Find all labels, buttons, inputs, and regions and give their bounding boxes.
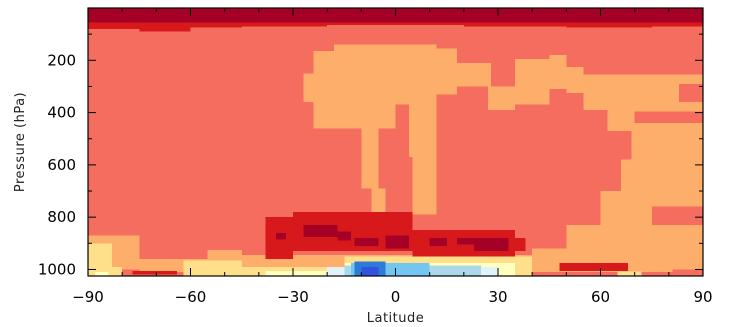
- heatmap-cell: [463, 22, 567, 27]
- x-tick-label: 30: [488, 288, 507, 306]
- heatmap-cell: [183, 260, 242, 276]
- heatmap-cell: [487, 86, 516, 110]
- heatmap-cell: [515, 58, 550, 105]
- heatmap-cell: [617, 271, 642, 276]
- heatmap-cell: [457, 62, 492, 87]
- heatmap-cell: [672, 269, 703, 273]
- heatmap-cell: [132, 270, 177, 275]
- heatmap-cell: [566, 22, 652, 28]
- x-tick-label: −90: [72, 288, 104, 306]
- heatmap-cell: [361, 266, 379, 276]
- heatmap-cell: [409, 104, 437, 158]
- heatmap-cell: [474, 238, 509, 252]
- heatmap-cell: [651, 130, 703, 207]
- heatmap-cell: [361, 128, 379, 189]
- y-axis-title: Pressure (hPa): [13, 92, 28, 192]
- heatmap-cell: [275, 232, 287, 240]
- heatmap-cell: [303, 73, 314, 103]
- heatmap-cell: [631, 130, 652, 160]
- heatmap-cell: [457, 238, 475, 245]
- heatmap-cell: [327, 22, 464, 25]
- heatmap-cell: [395, 44, 437, 105]
- heatmap-cell: [371, 188, 386, 218]
- x-tick-label: −30: [277, 288, 309, 306]
- heatmap-cell: [303, 225, 338, 237]
- y-tick-labels: 200 400 600 800 1000: [38, 51, 76, 278]
- heatmap-cell: [566, 66, 584, 93]
- heatmap-cell: [566, 225, 703, 249]
- heatmap-cell: [651, 22, 703, 27]
- heatmap-cell: [559, 262, 628, 271]
- heatmap-cell: [412, 157, 437, 215]
- heatmap-cell: [111, 266, 123, 276]
- heatmap-cell: [190, 22, 242, 28]
- heatmap-cell: [621, 159, 652, 192]
- heatmap-cell: [354, 238, 379, 246]
- heatmap-cell: [583, 74, 608, 110]
- heatmap-cell: [337, 231, 352, 241]
- heatmap-cell: [634, 111, 703, 124]
- heatmap-cell: [429, 238, 447, 246]
- heatmap-cell: [313, 51, 334, 129]
- heatmap-cell: [549, 55, 567, 90]
- heatmap-cell: [600, 191, 652, 226]
- y-tick-label: 1000: [38, 260, 76, 278]
- x-tick-label: 0: [391, 288, 401, 306]
- heatmap-cell: [88, 243, 112, 276]
- heatmap-cell: [679, 83, 703, 103]
- x-tick-label: 60: [591, 288, 610, 306]
- y-tick-label: 600: [47, 156, 76, 174]
- y-tick-label: 400: [47, 104, 76, 122]
- heatmap-cell: [88, 22, 140, 29]
- x-tick-labels: −90 −60 −30 0 30 60 90: [72, 288, 712, 306]
- heatmap-cell: [385, 235, 410, 249]
- x-tick-label: −60: [175, 288, 207, 306]
- heatmap-cell: [436, 48, 457, 95]
- heatmap-cell: [515, 238, 526, 252]
- heatmap-cell: [265, 270, 345, 276]
- y-tick-label: 200: [47, 51, 76, 69]
- heatmap-cell: [241, 22, 328, 27]
- heatmap-cell: [94, 272, 109, 276]
- x-tick-label: 90: [693, 288, 712, 306]
- x-axis-title: Latitude: [367, 311, 425, 326]
- heatmap-cell: [139, 22, 191, 32]
- heatmap-cell: [334, 44, 396, 129]
- heatmap-cells: [88, 8, 703, 276]
- plot-frame: [87, 7, 704, 277]
- y-tick-label: 800: [47, 208, 76, 226]
